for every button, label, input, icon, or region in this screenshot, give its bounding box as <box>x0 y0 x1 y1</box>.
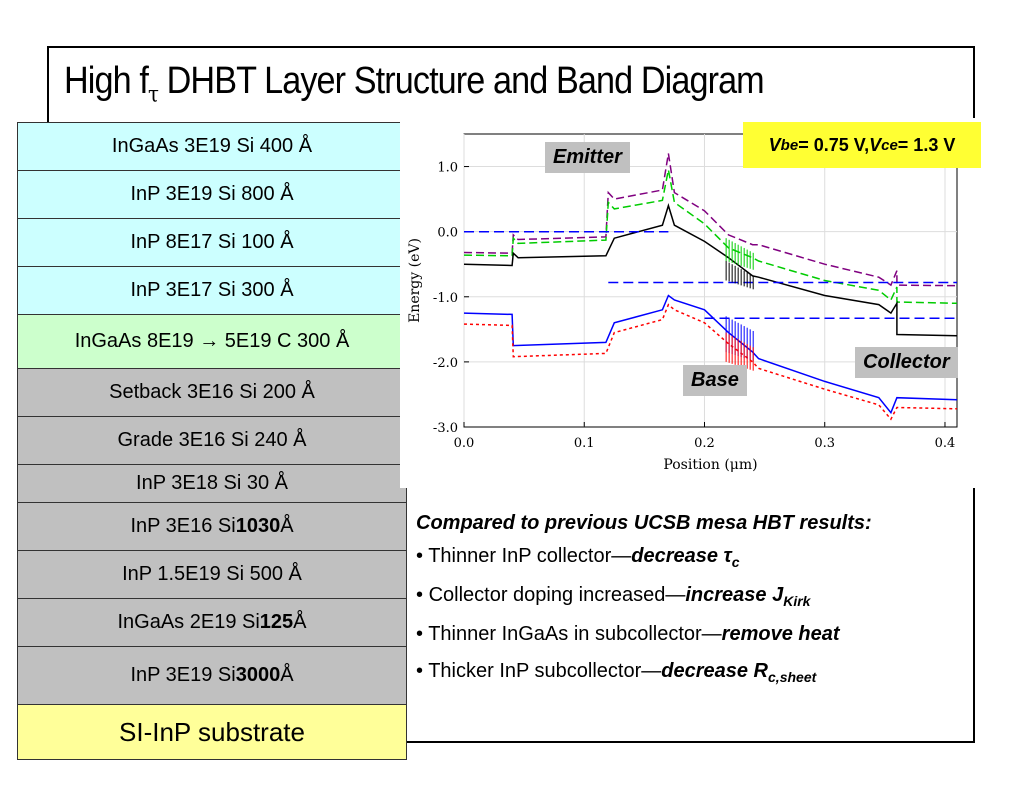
layer-stack: InGaAs 3E19 Si 400 Å InP 3E19 Si 800 Å InP… <box>17 122 407 760</box>
comparison-notes: Compared to previous UCSB mesa HBT resul… <box>416 512 976 699</box>
layer-10: InP 1.5E19 Si 500 Å <box>17 550 407 598</box>
vce-symbol: V <box>869 134 882 155</box>
x-tick-label: 0.2 <box>694 436 715 451</box>
layer-9: InP 3E16 Si 1030 Å <box>17 502 407 550</box>
title-subscript: τ <box>147 82 159 108</box>
slide-title: High fτ DHBT Layer Structure and Band Di… <box>64 60 765 108</box>
layer-13: SI-InP substrate <box>17 704 407 760</box>
layer-text-part: Å <box>280 664 294 686</box>
vbe-value: = 0.75 V, <box>798 134 870 155</box>
band-series-5 <box>463 303 958 421</box>
notes-heading: Compared to previous UCSB mesa HBT resul… <box>416 512 872 534</box>
layer-text-part: InP 3E19 Si <box>130 664 236 686</box>
title-text: High f <box>64 60 149 102</box>
layer-2: InP 3E19 Si 800 Å <box>17 170 407 218</box>
notes-list: • Thinner InP collector—decrease τc • Col… <box>416 545 976 685</box>
layer-7: Grade 3E16 Si 240 Å <box>17 416 407 464</box>
bullet-icon: • <box>416 623 429 645</box>
note-subscript: c <box>731 554 740 570</box>
note-text: Thicker InP subcollector— <box>428 660 662 682</box>
bullet-icon: • <box>416 545 429 567</box>
emitter-label: Emitter <box>545 142 630 173</box>
note-text: Collector doping increased— <box>428 584 686 606</box>
note-subscript: Kirk <box>783 593 811 609</box>
vbe-symbol: V <box>768 134 781 155</box>
y-tick-label: 1.0 <box>437 161 458 176</box>
layer-12: InP 3E19 Si 3000 Å <box>17 646 407 704</box>
note-item: • Thicker InP subcollector—decrease Rc,s… <box>416 660 976 685</box>
note-item: • Thinner InGaAs in subcollector—remove … <box>416 623 976 646</box>
x-tick-label: 0.1 <box>574 436 595 451</box>
bullet-icon: • <box>416 584 429 606</box>
layer-11: InGaAs 2E19 Si 125 Å <box>17 598 407 646</box>
band-series-3 <box>463 203 958 337</box>
collector-label: Collector <box>855 347 958 378</box>
note-emphasis: increase J <box>685 584 784 606</box>
bullet-icon: • <box>416 660 429 682</box>
layer-8: InP 3E18 Si 30 Å <box>17 464 407 502</box>
note-item: • Collector doping increased—increase JK… <box>416 584 976 609</box>
vce-value: = 1.3 V <box>897 134 956 155</box>
y-tick-label: -3.0 <box>433 421 458 436</box>
note-text: Thinner InGaAs in subcollector— <box>428 623 722 645</box>
x-tick-label: 0.3 <box>814 436 835 451</box>
band-series-2 <box>463 169 958 305</box>
y-axis-label: Energy (eV) <box>407 238 423 323</box>
band-series-1 <box>463 153 958 287</box>
layer-6: Setback 3E16 Si 200 Å <box>17 368 407 416</box>
base-label: Base <box>683 365 747 396</box>
layer-3: InP 8E17 Si 100 Å <box>17 218 407 266</box>
vce-subscript: ce <box>881 136 898 154</box>
x-tick-label: 0.4 <box>935 436 956 451</box>
layer-5: InGaAs 8E19 → 5E19 C 300 Å <box>17 314 407 368</box>
y-tick-label: 0.0 <box>437 226 458 241</box>
layer-text-part: Å <box>280 515 294 537</box>
layer-text-part: 1030 <box>235 515 281 537</box>
title-rest: DHBT Layer Structure and Band Diagram <box>158 60 765 102</box>
y-tick-label: -1.0 <box>433 291 458 306</box>
note-emphasis: decrease τ <box>631 545 732 567</box>
layer-text-part: Å <box>293 611 307 633</box>
note-text: Thinner InP collector— <box>428 545 632 567</box>
y-tick-label: -2.0 <box>433 356 458 371</box>
layer-text-part: 3000 <box>235 664 281 686</box>
layer-text-part: 125 <box>259 611 294 633</box>
band-series-4 <box>463 294 958 415</box>
layer-4: InP 3E17 Si 300 Å <box>17 266 407 314</box>
vbe-subscript: be <box>780 136 799 154</box>
note-subscript: c,sheet <box>768 669 817 685</box>
note-emphasis: decrease R <box>661 660 769 682</box>
note-item: • Thinner InP collector—decrease τc <box>416 545 976 570</box>
note-emphasis: remove heat <box>721 623 840 645</box>
layer-text-part: InGaAs 2E19 Si <box>117 611 260 633</box>
x-tick-label: 0.0 <box>454 436 475 451</box>
x-axis-label: Position (μm) <box>663 457 757 473</box>
band-diagram: 0.0 0.1 0.2 0.3 0.4 1.0 0.0 -1.0 -2.0 -3.0 Positio… <box>400 118 975 488</box>
layer-text-part: InP 3E16 Si <box>130 515 236 537</box>
layer-1: InGaAs 3E19 Si 400 Å <box>17 122 407 170</box>
